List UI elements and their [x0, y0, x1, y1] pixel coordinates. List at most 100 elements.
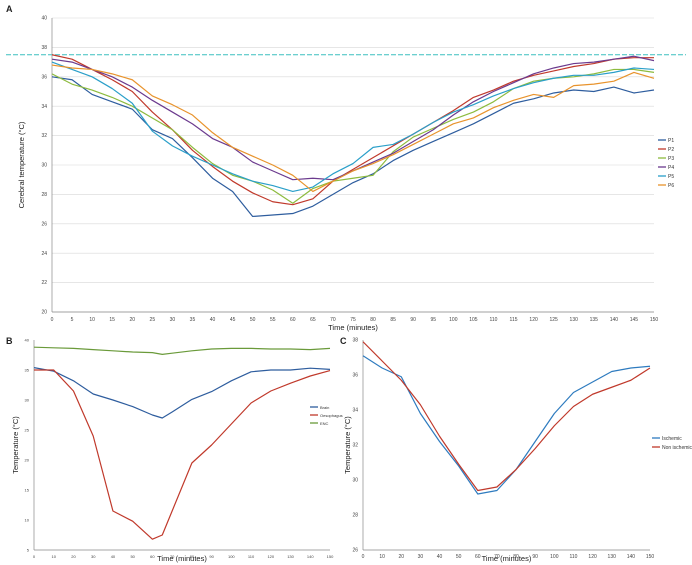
panel-c-x-tick-label: 0 [362, 554, 365, 560]
panel-a-x-tick-label: 0 [51, 317, 54, 323]
panel-c-x-tick-label: 60 [475, 554, 481, 560]
panel-b-x-tick-label: 10 [52, 554, 57, 559]
panel-a-series-line [51, 64, 655, 193]
panel-c-x-tick-label: 80 [513, 554, 519, 560]
panel-c-x-tick-label: 140 [627, 554, 636, 560]
panel-b-legend-label: Oesophagus [320, 413, 343, 418]
panel-c-x-tick-label: 150 [646, 554, 655, 560]
panel-a-x-tick-label: 115 [510, 317, 518, 323]
panel-a-y-tick-label: 40 [41, 16, 47, 22]
panel-c-legend-label: Ischemic [662, 436, 682, 442]
panel-c: 26 28 30 32 34 36 38 0 10 20 30 40 50 60 70 80 90 100 110 1… [343, 338, 692, 563]
panel-a-x-tick-label: 80 [370, 317, 376, 323]
panel-b-legend-label: ENC [320, 421, 329, 426]
panel-a-legend-label: P4 [668, 165, 674, 171]
panel-a-x-tick-label: 65 [310, 317, 316, 323]
panel-b-series-line [33, 346, 331, 355]
panel-a-series-line [51, 61, 655, 193]
panel-a-y-tick-label: 26 [41, 221, 47, 227]
panel-a-legend-label: P1 [668, 138, 674, 144]
panel-c-legend-label: Non ischemic [662, 445, 692, 451]
panel-b-x-tick-label: 130 [287, 554, 294, 559]
panel-c-x-tick-label: 10 [379, 554, 385, 560]
panel-c-series-line [362, 355, 651, 495]
panel-a-x-tick-label: 60 [290, 317, 296, 323]
panel-b-y-tick-label: 15 [25, 488, 30, 493]
panel-a-series-line [51, 54, 654, 206]
panel-b-label: B [6, 336, 13, 346]
panel-b-y-tick-label: 30 [25, 398, 30, 403]
panel-b-x-tick-label: 150 [327, 554, 334, 559]
panel-a: 20 22 24 26 28 30 32 34 36 38 40 0 5 10 15 20 25 30 35 40 45… [6, 16, 686, 332]
panel-a-x-tick-label: 35 [190, 317, 196, 323]
panel-a-x-tick-label: 90 [410, 317, 416, 323]
panel-a-y-tick-label: 38 [41, 45, 47, 51]
panel-c-x-tick-label: 90 [532, 554, 538, 560]
panel-b-y-axis-title: Temperature (°C) [11, 416, 20, 474]
panel-a-x-tick-label: 5 [71, 317, 74, 323]
panel-b-y-tick-label: 20 [25, 458, 30, 463]
panel-a-x-tick-label: 110 [489, 317, 497, 323]
panel-b-x-tick-label: 70 [170, 554, 175, 559]
panel-b-y-tick-label: 10 [25, 518, 30, 523]
panel-c-y-tick-label: 26 [352, 548, 358, 554]
panel-a-x-tick-label: 25 [150, 317, 156, 323]
panel-c-x-axis-title: Time (minutes) [482, 554, 532, 563]
panel-c-y-tick-label: 36 [352, 373, 358, 379]
panel-a-x-tick-label: 70 [330, 317, 336, 323]
panel-c-y-tick-label: 28 [352, 513, 358, 519]
panel-b-x-axis-title: Time (minutes) [157, 554, 207, 563]
panel-a-y-tick-label: 20 [41, 310, 47, 316]
panel-b-x-tick-label: 40 [111, 554, 116, 559]
panel-a-x-tick-label: 15 [109, 317, 115, 323]
panel-b-legend-label: Brain [320, 405, 329, 410]
panel-a-legend-label: P5 [668, 174, 674, 180]
panel-b-x-tick-label: 60 [150, 554, 155, 559]
panel-a-x-tick-label: 85 [390, 317, 396, 323]
panel-a-legend-label: P2 [668, 147, 674, 153]
panel-b-x-tick-label: 140 [307, 554, 314, 559]
panel-c-y-tick-label: 38 [352, 338, 358, 344]
panel-b-x-tick-label: 80 [190, 554, 195, 559]
panel-b-y-tick-label: 5 [27, 548, 30, 553]
panel-a-legend-label: P6 [668, 183, 674, 189]
panel-a-x-tick-label: 40 [210, 317, 216, 323]
panel-c-y-tick-label: 30 [352, 478, 358, 484]
panel-c-y-tick-label: 34 [352, 408, 358, 414]
panel-a-x-tick-label: 105 [469, 317, 478, 323]
panel-a-series-line [51, 76, 655, 218]
panel-b-x-tick-label: 100 [228, 554, 235, 559]
panel-a-y-tick-label: 34 [41, 104, 47, 110]
panel-b-y-tick-label: 35 [25, 368, 30, 373]
panel-a-y-tick-label: 24 [41, 251, 47, 257]
panel-b-x-tick-label: 110 [248, 554, 255, 559]
panel-c-x-tick-label: 100 [550, 554, 559, 560]
panel-b-x-tick-label: 20 [71, 554, 76, 559]
panel-a-y-tick-label: 32 [41, 133, 47, 139]
panel-a-x-tick-label: 125 [549, 317, 558, 323]
panel-a-x-tick-label: 50 [250, 317, 256, 323]
panel-c-y-tick-label: 32 [352, 443, 358, 449]
panel-a-x-tick-label: 55 [270, 317, 276, 323]
panel-a-label: A [6, 4, 13, 14]
panel-b-y-tick-label: 40 [25, 338, 30, 343]
panel-b-y-tick-label: 25 [25, 428, 30, 433]
panel-c-x-tick-label: 20 [398, 554, 404, 560]
panel-c-x-tick-label: 130 [608, 554, 617, 560]
panel-b-x-tick-label: 50 [130, 554, 135, 559]
panel-b-x-tick-label: 30 [91, 554, 96, 559]
panel-a-x-tick-label: 120 [529, 317, 538, 323]
panel-b: 5 10 15 20 25 30 35 40 0 10 20 30 40 50 60 70 80 90 100 110… [11, 338, 343, 563]
panel-a-x-tick-label: 140 [610, 317, 619, 323]
panel-c-x-tick-label: 120 [588, 554, 597, 560]
panel-a-y-axis-title: Cerebral temperature (°C) [17, 121, 26, 208]
panel-a-y-tick-label: 22 [41, 280, 47, 286]
panel-a-x-tick-label: 10 [89, 317, 95, 323]
panel-b-series-line [33, 367, 331, 419]
panel-b-x-tick-label: 90 [209, 554, 214, 559]
panel-b-x-tick-label: 0 [33, 554, 36, 559]
panel-a-x-tick-label: 150 [650, 317, 659, 323]
panel-a-x-tick-label: 145 [630, 317, 639, 323]
panel-a-x-tick-label: 75 [350, 317, 356, 323]
